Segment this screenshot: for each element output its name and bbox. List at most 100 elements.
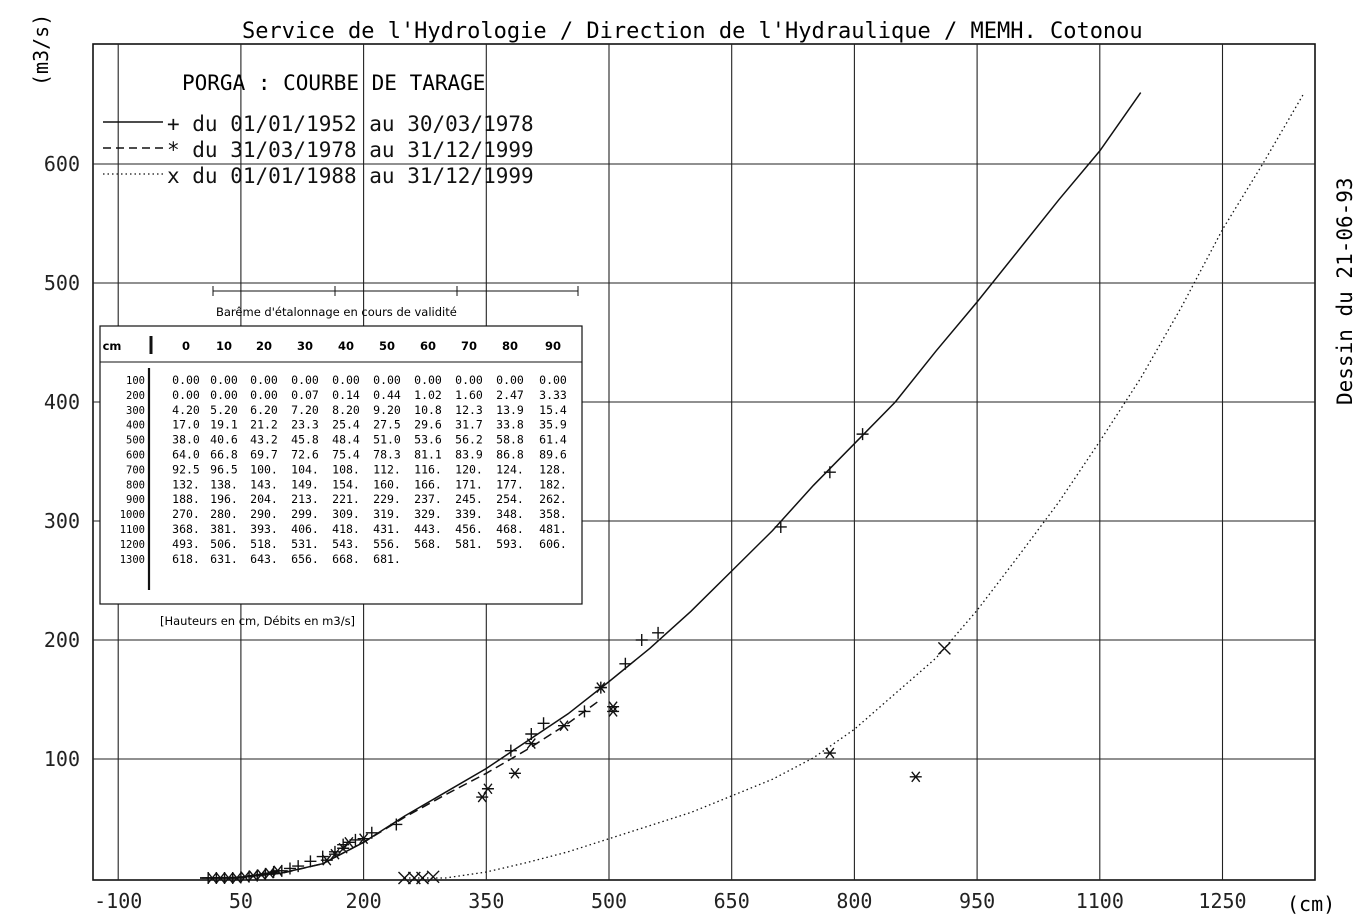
table-cell: 128. [539, 462, 567, 476]
table-cell: 393. [250, 522, 278, 536]
table-cell: 204. [250, 492, 278, 506]
y-tick-400: 400 [44, 390, 80, 414]
table-cell: 493. [172, 537, 200, 551]
table-cell: 0.00 [172, 373, 200, 387]
table-cell: 618. [172, 552, 200, 566]
table-cell: 0.00 [250, 373, 278, 387]
table-cell: 368. [172, 522, 200, 536]
table-cell: 38.0 [172, 433, 200, 447]
table-cell: 12.3 [455, 403, 483, 417]
table-cell: 280. [210, 507, 238, 521]
table-cell: 656. [291, 552, 319, 566]
marker-s2-9 [320, 854, 333, 866]
marker-s1-27 [774, 520, 787, 533]
y-tick-600: 600 [44, 152, 80, 176]
table-cell: 358. [539, 507, 567, 521]
table-cell: 61.4 [539, 433, 567, 447]
marker-s1-29 [856, 428, 869, 441]
table-cell: 81.1 [414, 448, 442, 462]
table-cell: 543. [332, 537, 360, 551]
table-cell: 606. [539, 537, 567, 551]
rating-table-title: Barême d'étalonnage en cours de validité [216, 305, 457, 319]
table-cell: 108. [332, 462, 360, 476]
table-cell: 27.5 [373, 418, 401, 432]
table-cell: 0.00 [291, 373, 319, 387]
table-cell: 381. [210, 522, 238, 536]
table-cell: 75.4 [332, 448, 360, 462]
table-cell: 8.20 [332, 403, 360, 417]
marker-s1-12 [304, 855, 317, 868]
legend: + du 01/01/1952 au 30/03/1978 * du 31/03… [103, 112, 534, 188]
table-cell: 72.6 [291, 448, 319, 462]
x-tick-1100: 1100 [1076, 889, 1124, 913]
marker-s1-28 [823, 466, 836, 479]
marker-s3-3 [426, 870, 440, 884]
table-cell: 0.44 [373, 388, 401, 402]
table-cell: 4.20 [172, 403, 200, 417]
table-row-label: 1000 [120, 509, 145, 521]
table-cell: 53.6 [414, 433, 442, 447]
table-cell: 86.8 [496, 448, 524, 462]
x-tick--100: -100 [94, 889, 142, 913]
table-cell: 25.4 [332, 418, 360, 432]
table-cell: 64.0 [172, 448, 200, 462]
table-cell: 431. [373, 522, 401, 536]
table-cell: 0.00 [373, 373, 401, 387]
table-cell: 149. [291, 477, 319, 491]
table-cell: 40.6 [210, 433, 238, 447]
marker-s1-18 [390, 818, 403, 831]
marker-s1-17 [365, 826, 378, 839]
table-cell: 196. [210, 492, 238, 506]
series-lines [199, 92, 1305, 879]
table-cell: 188. [172, 492, 200, 506]
marker-s1-19 [504, 744, 517, 757]
table-row-label: 1200 [120, 539, 145, 551]
marker-s2-22 [823, 747, 836, 759]
drawing-date-label: Dessin du 21-06-93 [1333, 177, 1357, 405]
table-cell: 348. [496, 507, 524, 521]
table-cell: 78.3 [373, 448, 401, 462]
marker-s1-22 [578, 705, 591, 718]
table-cell: 213. [291, 492, 319, 506]
table-cell: 481. [539, 522, 567, 536]
table-cell: 309. [332, 507, 360, 521]
rating-table: Barême d'étalonnage en cours de validité… [99, 286, 583, 628]
table-row-label: 500 [126, 435, 145, 447]
table-cell: 96.5 [210, 462, 238, 476]
table-cell: 92.5 [172, 462, 200, 476]
table-cell: 29.6 [414, 418, 442, 432]
table-row-label: 200 [126, 390, 145, 402]
table-cell: 299. [291, 507, 319, 521]
table-cell: 643. [250, 552, 278, 566]
table-cell: 319. [373, 507, 401, 521]
table-cell: 270. [172, 507, 200, 521]
table-cell: 171. [455, 477, 483, 491]
table-cell: 221. [332, 492, 360, 506]
marker-s1-20 [525, 728, 538, 741]
legend-series-3: x du 01/01/1988 au 31/12/1999 [167, 164, 534, 188]
legend-series-1: + du 01/01/1952 au 30/03/1978 [167, 112, 534, 136]
table-col-90: 90 [545, 339, 561, 353]
marker-s1-14 [328, 845, 341, 858]
table-cell: 15.4 [539, 403, 567, 417]
table-cell: 0.00 [455, 373, 483, 387]
rating-table-box [99, 325, 583, 605]
table-cell: 506. [210, 537, 238, 551]
table-cell: 668. [332, 552, 360, 566]
marker-s2-5 [247, 870, 260, 882]
table-row-label: 700 [126, 464, 145, 476]
x-tick-labels: -100 50 200 350 500 650 800 950 1100 1250 [94, 889, 1246, 913]
table-cell: 290. [250, 507, 278, 521]
table-cell: 681. [373, 552, 401, 566]
marker-s1-21 [537, 717, 550, 730]
table-cell: 245. [455, 492, 483, 506]
table-row-label: 300 [126, 405, 145, 417]
table-cell: 443. [414, 522, 442, 536]
table-cell: 262. [539, 492, 567, 506]
table-cell: 35.9 [539, 418, 567, 432]
table-cell: 160. [373, 477, 401, 491]
table-cell: 229. [373, 492, 401, 506]
table-cell: 23.3 [291, 418, 319, 432]
table-row-label: 600 [126, 450, 145, 462]
table-cell: 339. [455, 507, 483, 521]
